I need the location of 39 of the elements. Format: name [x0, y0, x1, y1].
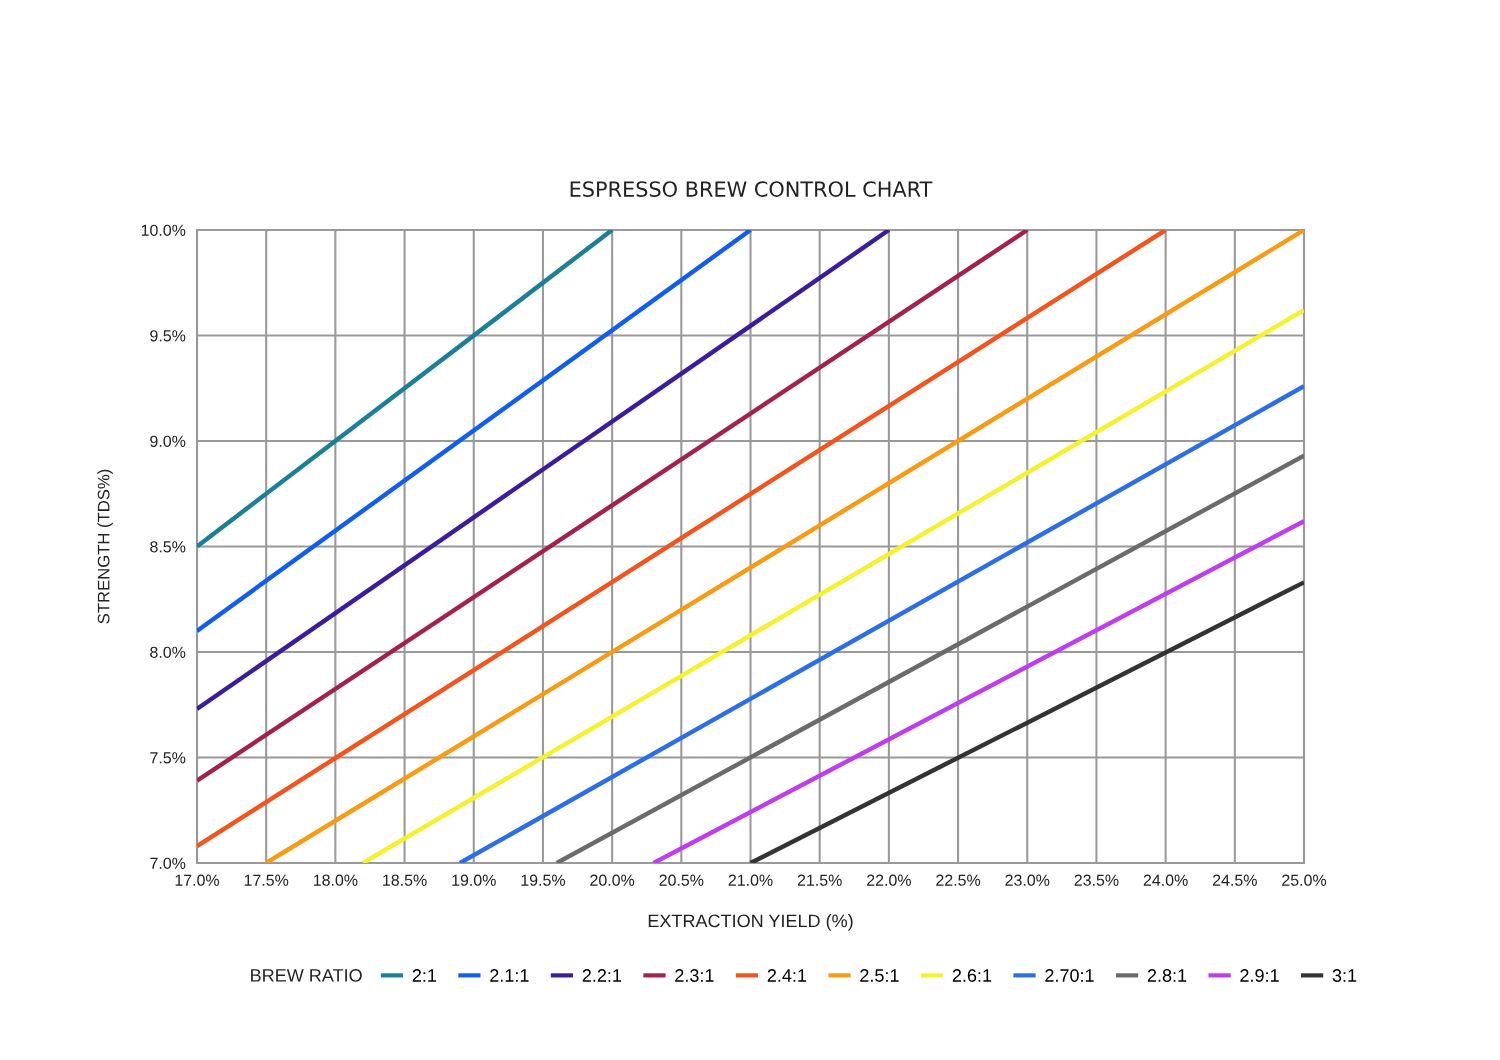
x-axis-title: EXTRACTION YIELD (%)	[648, 914, 853, 931]
x-tick-label: 18.0%	[313, 874, 358, 886]
x-tick-label: 24.0%	[1143, 874, 1188, 886]
x-tick-label: 22.5%	[936, 874, 981, 886]
legend-label: 3:1	[1332, 969, 1357, 982]
x-tick-label: 23.5%	[1074, 874, 1119, 886]
x-tick-label: 23.0%	[1005, 874, 1050, 886]
y-tick-label: 9.5%	[150, 330, 186, 342]
legend-label: 2.8:1	[1147, 969, 1187, 982]
x-tick-label: 21.5%	[797, 874, 842, 886]
x-tick-label: 17.0%	[175, 874, 220, 886]
x-tick-label: 22.0%	[867, 874, 911, 886]
x-tick-label: 17.5%	[244, 874, 289, 886]
legend-label: 2:1	[412, 969, 437, 982]
legend-label: 2.5:1	[860, 969, 899, 982]
x-tick-label: 20.0%	[590, 874, 635, 886]
legend-label: 2.70:1	[1045, 969, 1094, 982]
y-tick-label: 9.0%	[150, 435, 186, 447]
x-tick-label: 20.5%	[659, 874, 704, 886]
x-tick-label: 24.5%	[1212, 874, 1257, 886]
y-tick-label: 8.0%	[150, 646, 186, 658]
y-axis-title: STRENGTH (TDS%)	[97, 469, 113, 624]
x-tick-label: 19.0%	[452, 874, 496, 886]
y-tick-label: 10.0%	[141, 224, 186, 236]
x-tick-label: 21.0%	[728, 874, 773, 886]
y-tick-label: 7.0%	[150, 857, 186, 869]
legend-label: 2.4:1	[767, 969, 807, 982]
y-tick-label: 8.5%	[150, 541, 186, 553]
legend-label: 2.6:1	[952, 969, 992, 982]
x-tick-label: 19.5%	[521, 874, 566, 886]
legend-title: BREW RATIO	[251, 969, 362, 982]
legend-label: 2.9:1	[1240, 969, 1279, 982]
legend-label: 2.1:1	[490, 969, 529, 982]
x-tick-label: 25.0%	[1282, 874, 1327, 886]
y-tick-label: 7.5%	[150, 752, 186, 764]
chart-title: ESPRESSO BREW CONTROL CHART	[570, 181, 933, 197]
x-tick-label: 18.5%	[383, 874, 427, 886]
legend-label: 2.3:1	[675, 969, 714, 982]
legend-label: 2.2:1	[582, 969, 622, 982]
